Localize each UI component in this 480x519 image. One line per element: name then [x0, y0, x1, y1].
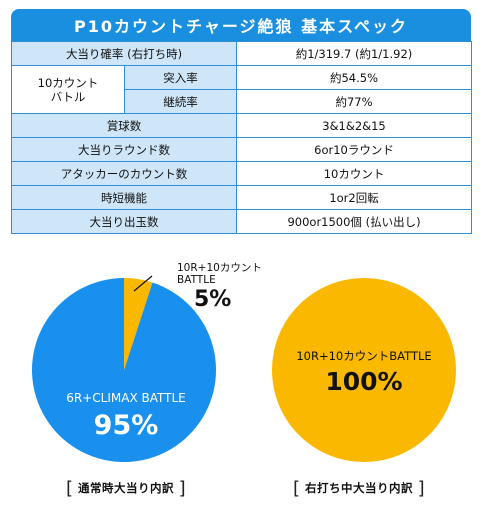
row-label-entry-rate: 突入率: [123, 65, 238, 90]
row-value-attacker-count: 10カウント: [236, 161, 473, 186]
table-row: 時短機能 1or2回転: [10, 185, 473, 210]
caption-normal: [ 通常時大当り内訳 ]: [66, 478, 187, 499]
spec-table: P10カウントチャージ絶狼 基本スペック 大当り確率 (右打ち時) 約1/319…: [10, 9, 473, 234]
row-label-jitan: 時短機能: [10, 185, 238, 210]
callout-percent: 5%: [194, 287, 232, 312]
row-value-rounds: 6or10ラウンド: [236, 137, 473, 162]
row-label-attacker-count: アタッカーのカウント数: [10, 161, 238, 186]
pie-slice-climax-battle: [31, 278, 216, 463]
row-value-entry-rate: 約54.5%: [236, 65, 473, 90]
slice-percent-right: 100%: [325, 367, 403, 396]
spec-grid: 大当り確率 (右打ち時) 約1/319.7 (約1/1.92) 10カウント バ…: [10, 41, 473, 234]
row-value-prize-balls: 3&1&2&15: [236, 113, 473, 138]
caption-normal-text: 通常時大当り内訳: [78, 481, 175, 495]
row-label-10count-battle: 10カウント バトル: [11, 65, 125, 114]
row-label-payout: 大当り出玉数: [10, 209, 238, 234]
pie-slice-right-10count-battle: [272, 278, 456, 462]
callout-label: 10R+10カウント BATTLE: [177, 262, 262, 286]
spec-title: P10カウントチャージ絶狼 基本スペック: [11, 9, 471, 41]
row-label-rounds: 大当りラウンド数: [10, 137, 238, 162]
callout-line: [133, 275, 153, 292]
slice-label-climax: 6R+CLIMAX BATTLE: [66, 391, 186, 405]
caption-right-shot: [ 右打ち中大当り内訳 ]: [293, 478, 426, 499]
slice-label-right: 10R+10カウントBATTLE: [296, 349, 432, 363]
row-value-payout: 900or1500個 (払い出し): [236, 209, 473, 234]
pie-slice-10count-battle: [124, 278, 153, 370]
slice-percent-climax: 95%: [93, 410, 159, 441]
row-value-jitan: 1or2回転: [236, 185, 473, 210]
table-row: アタッカーのカウント数 10カウント: [10, 161, 473, 186]
table-row: 10カウント バトル 突入率 約54.5%: [11, 65, 473, 114]
callout-label-line2: BATTLE: [177, 274, 216, 286]
row-label-prize-balls: 賞球数: [10, 113, 238, 138]
row-label-probability: 大当り確率 (右打ち時): [10, 41, 238, 66]
callout-label-line1: 10R+10カウント: [177, 262, 262, 274]
caption-right-shot-text: 右打ち中大当り内訳: [305, 481, 414, 495]
table-row: 賞球数 3&1&2&15: [10, 113, 473, 138]
table-row: 大当り出玉数 900or1500個 (払い出し): [10, 209, 473, 234]
row-label-continue-rate: 継続率: [123, 89, 238, 114]
table-row: 大当りラウンド数 6or10ラウンド: [10, 137, 473, 162]
